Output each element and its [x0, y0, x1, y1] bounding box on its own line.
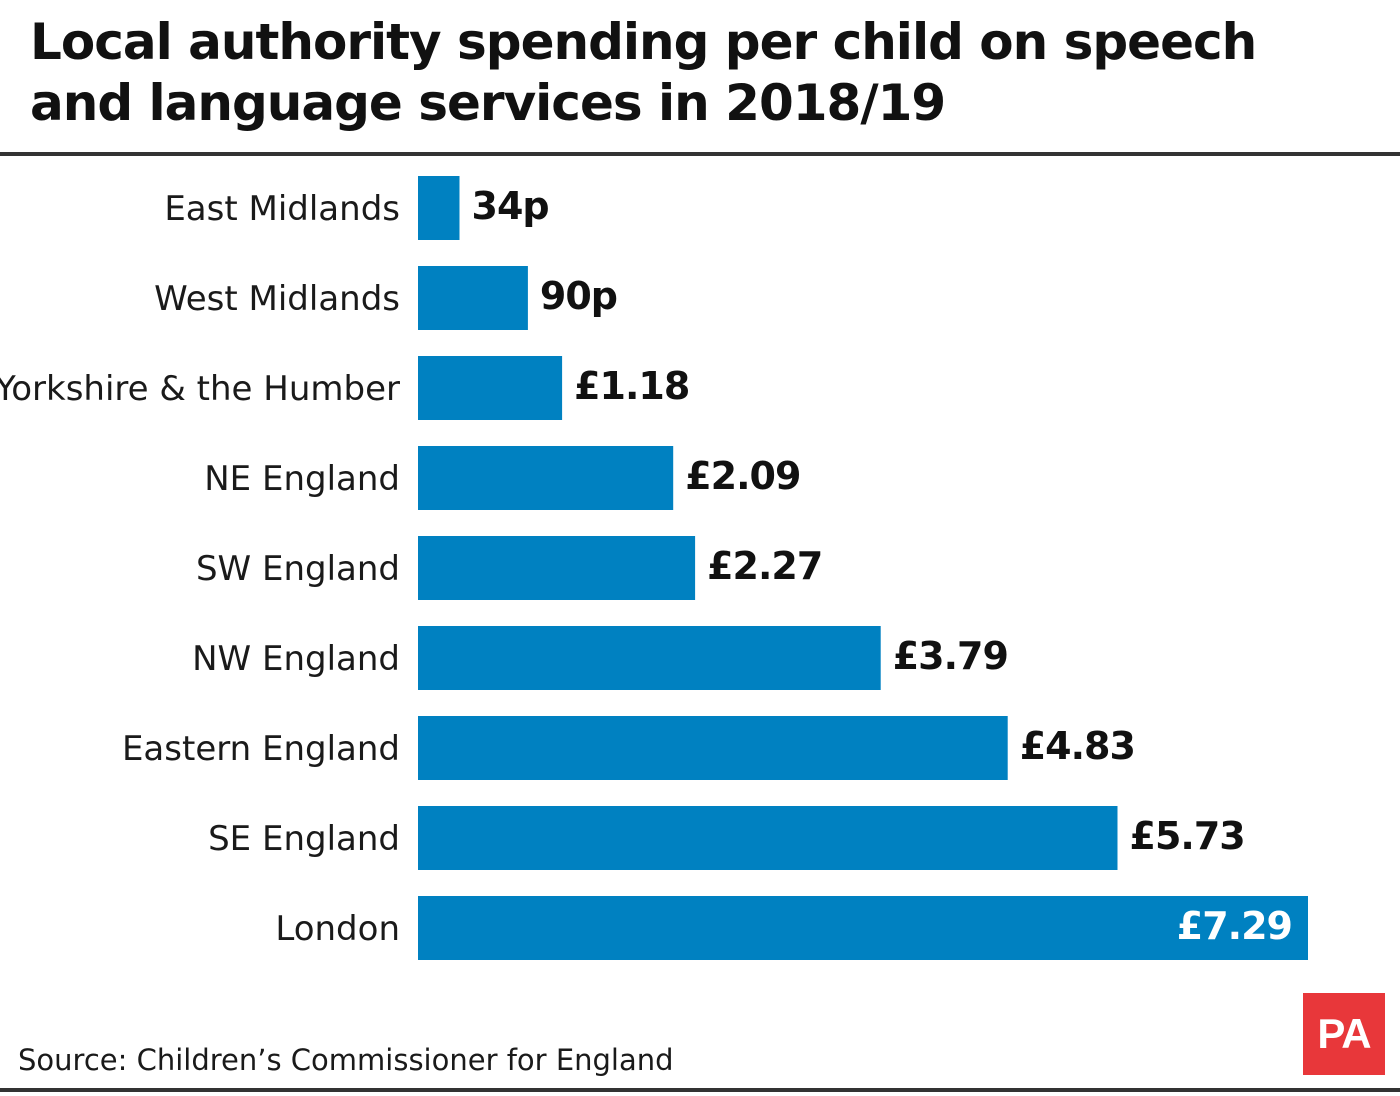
- chart-title: Local authority spending per child on sp…: [30, 13, 1257, 132]
- pa-logo: PA: [1303, 993, 1385, 1075]
- category-label: East Midlands: [164, 189, 400, 229]
- bottom-divider: [0, 1088, 1400, 1092]
- bar-4: [418, 536, 696, 600]
- value-label: £7.29: [1177, 904, 1292, 948]
- category-label: Eastern England: [122, 729, 400, 769]
- value-label: £2.27: [707, 544, 822, 588]
- top-divider: [0, 152, 1400, 156]
- value-label: 90p: [540, 274, 617, 318]
- bar-3: [418, 446, 674, 510]
- value-label: £2.09: [685, 454, 800, 498]
- bar-8: [418, 896, 1308, 960]
- category-label: SE England: [208, 819, 400, 859]
- bar-6: [418, 716, 1008, 780]
- value-label: £1.18: [574, 364, 689, 408]
- bar-2: [418, 356, 563, 420]
- category-label: NW England: [192, 639, 400, 679]
- bar-0: [418, 176, 460, 240]
- category-label: West Midlands: [154, 279, 400, 319]
- value-label: £3.79: [893, 634, 1008, 678]
- category-label: SW England: [196, 549, 400, 589]
- value-label: 34p: [472, 184, 549, 228]
- category-label: NE England: [204, 459, 400, 499]
- bar-7: [418, 806, 1118, 870]
- value-label: £4.83: [1020, 724, 1135, 768]
- category-label: Yorkshire & the Humber: [0, 369, 400, 409]
- bar-5: [418, 626, 881, 690]
- source-note: Source: Children’s Commissioner for Engl…: [18, 1043, 674, 1077]
- value-label: £5.73: [1130, 814, 1245, 858]
- bar-1: [418, 266, 528, 330]
- category-label: London: [275, 909, 400, 949]
